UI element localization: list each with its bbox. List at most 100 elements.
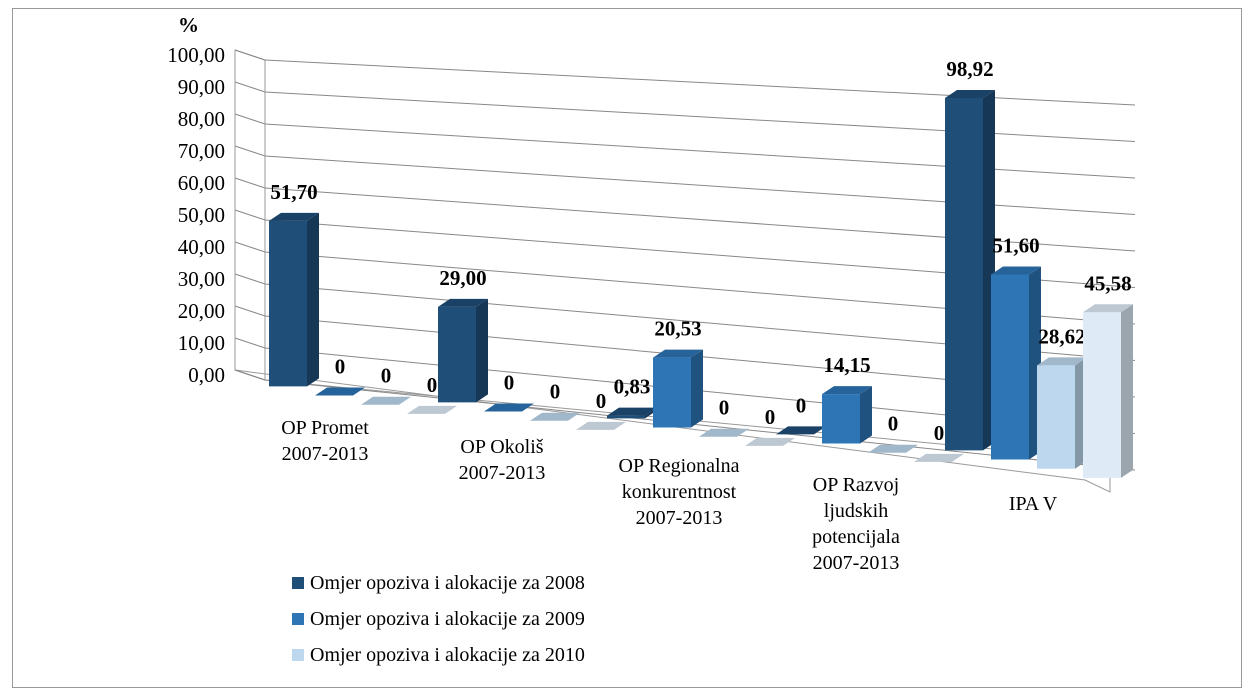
grid-line [234,49,1136,106]
y-tick-label: 100,00 [167,43,225,67]
legend-label: Omjer opoziva i alokacije za 2008 [310,572,585,594]
bar [438,298,488,403]
bar-face [407,405,457,414]
bar-face [307,212,319,387]
bar-face [1083,312,1121,478]
bar [991,266,1041,460]
bar [607,407,657,419]
bar [699,428,749,437]
y-tick-label: 70,00 [178,139,225,163]
bar-face [607,407,657,416]
bar-face [361,396,411,405]
bar [484,403,534,412]
grid-line [234,81,1136,142]
legend-swatch [292,577,304,589]
bar-face [822,386,872,395]
bar [1083,304,1133,478]
bar-face [269,220,307,387]
y-tick-label: 40,00 [178,235,225,259]
grid-line [234,177,1136,252]
bar-face [1083,304,1133,313]
value-label: 0 [596,389,607,413]
bar [1037,357,1087,469]
y-tick-label: 60,00 [178,171,225,195]
x-tick-label: OP Regionalna konkurentnost 2007-2013 [618,455,740,529]
bar [530,412,580,421]
y-tick-label: 50,00 [178,203,225,227]
bar-face [860,386,872,444]
bar-face [991,266,1041,275]
value-label: 0 [427,373,438,397]
value-label: 29,00 [439,266,486,290]
bar-face [484,403,534,412]
grid-line [234,273,1136,361]
bar [914,453,964,462]
bar [407,405,457,414]
value-label: 98,92 [946,57,993,81]
bar-face [1037,357,1087,366]
value-label: 0 [888,412,899,436]
bar-face [1121,304,1133,478]
legend-label: Omjer opoziva i alokacije za 2010 [310,644,585,666]
grid-line [234,241,1136,325]
grid-line [234,209,1136,288]
bar-face [438,298,488,307]
grid-line [234,113,1136,179]
bar-face [699,428,749,437]
bar [269,212,319,387]
bar-face [945,90,995,99]
bar [822,386,872,444]
value-label: 45,58 [1084,271,1131,295]
y-tick-label: 90,00 [178,75,225,99]
value-label: 0 [381,364,392,388]
value-label: 28,62 [1038,324,1085,348]
y-axis-label: % [178,13,199,37]
y-tick-label: 10,00 [178,331,225,355]
value-label: 51,60 [992,234,1039,258]
bar-face [269,212,319,221]
value-label: 0 [765,405,776,429]
legend-swatch [292,613,304,625]
value-label: 14,15 [823,353,870,377]
value-label: 0 [934,421,945,445]
legend-entry: Omjer opoziva i alokacije za 2010 [292,644,585,667]
bar [576,421,626,430]
y-tick-label: 30,00 [178,267,225,291]
grid-line [234,145,1136,215]
bar-face [991,274,1029,460]
value-label: 51,70 [270,180,317,204]
bar [945,90,995,451]
bar-face [653,349,703,358]
grid-line [234,305,1136,398]
legend-entry: Omjer opoziva i alokacije za 2008 [292,572,585,595]
value-label: 0 [335,355,346,379]
y-tick-label: 80,00 [178,107,225,131]
bar-face [476,298,488,403]
value-label: 0,83 [614,375,651,399]
x-tick-label: OP Okoliš 2007-2013 [458,436,546,484]
bar [315,387,365,396]
value-label: 20,53 [654,317,701,341]
x-tick-label: IPA V [1008,493,1058,515]
x-tick-label: OP Razvoj ljudskih potencijala 2007-2013 [812,474,900,574]
bar [868,444,918,453]
bar-face [576,421,626,430]
bar [745,437,795,446]
bar-face [822,394,860,444]
bar-face [438,306,476,403]
bar-face [776,426,826,435]
bar-face [745,437,795,446]
bar-face [914,453,964,462]
y-tick-label: 0,00 [188,363,225,387]
legend-entry: Omjer opoziva i alokacije za 2009 [292,608,585,631]
bar [653,349,703,428]
bar-face [607,415,645,419]
bar-face [315,387,365,396]
x-tick-label: OP Promet 2007-2013 [281,417,369,465]
bar-face [868,444,918,453]
bar-face [653,357,691,428]
bar-face [530,412,580,421]
bar [776,426,826,435]
